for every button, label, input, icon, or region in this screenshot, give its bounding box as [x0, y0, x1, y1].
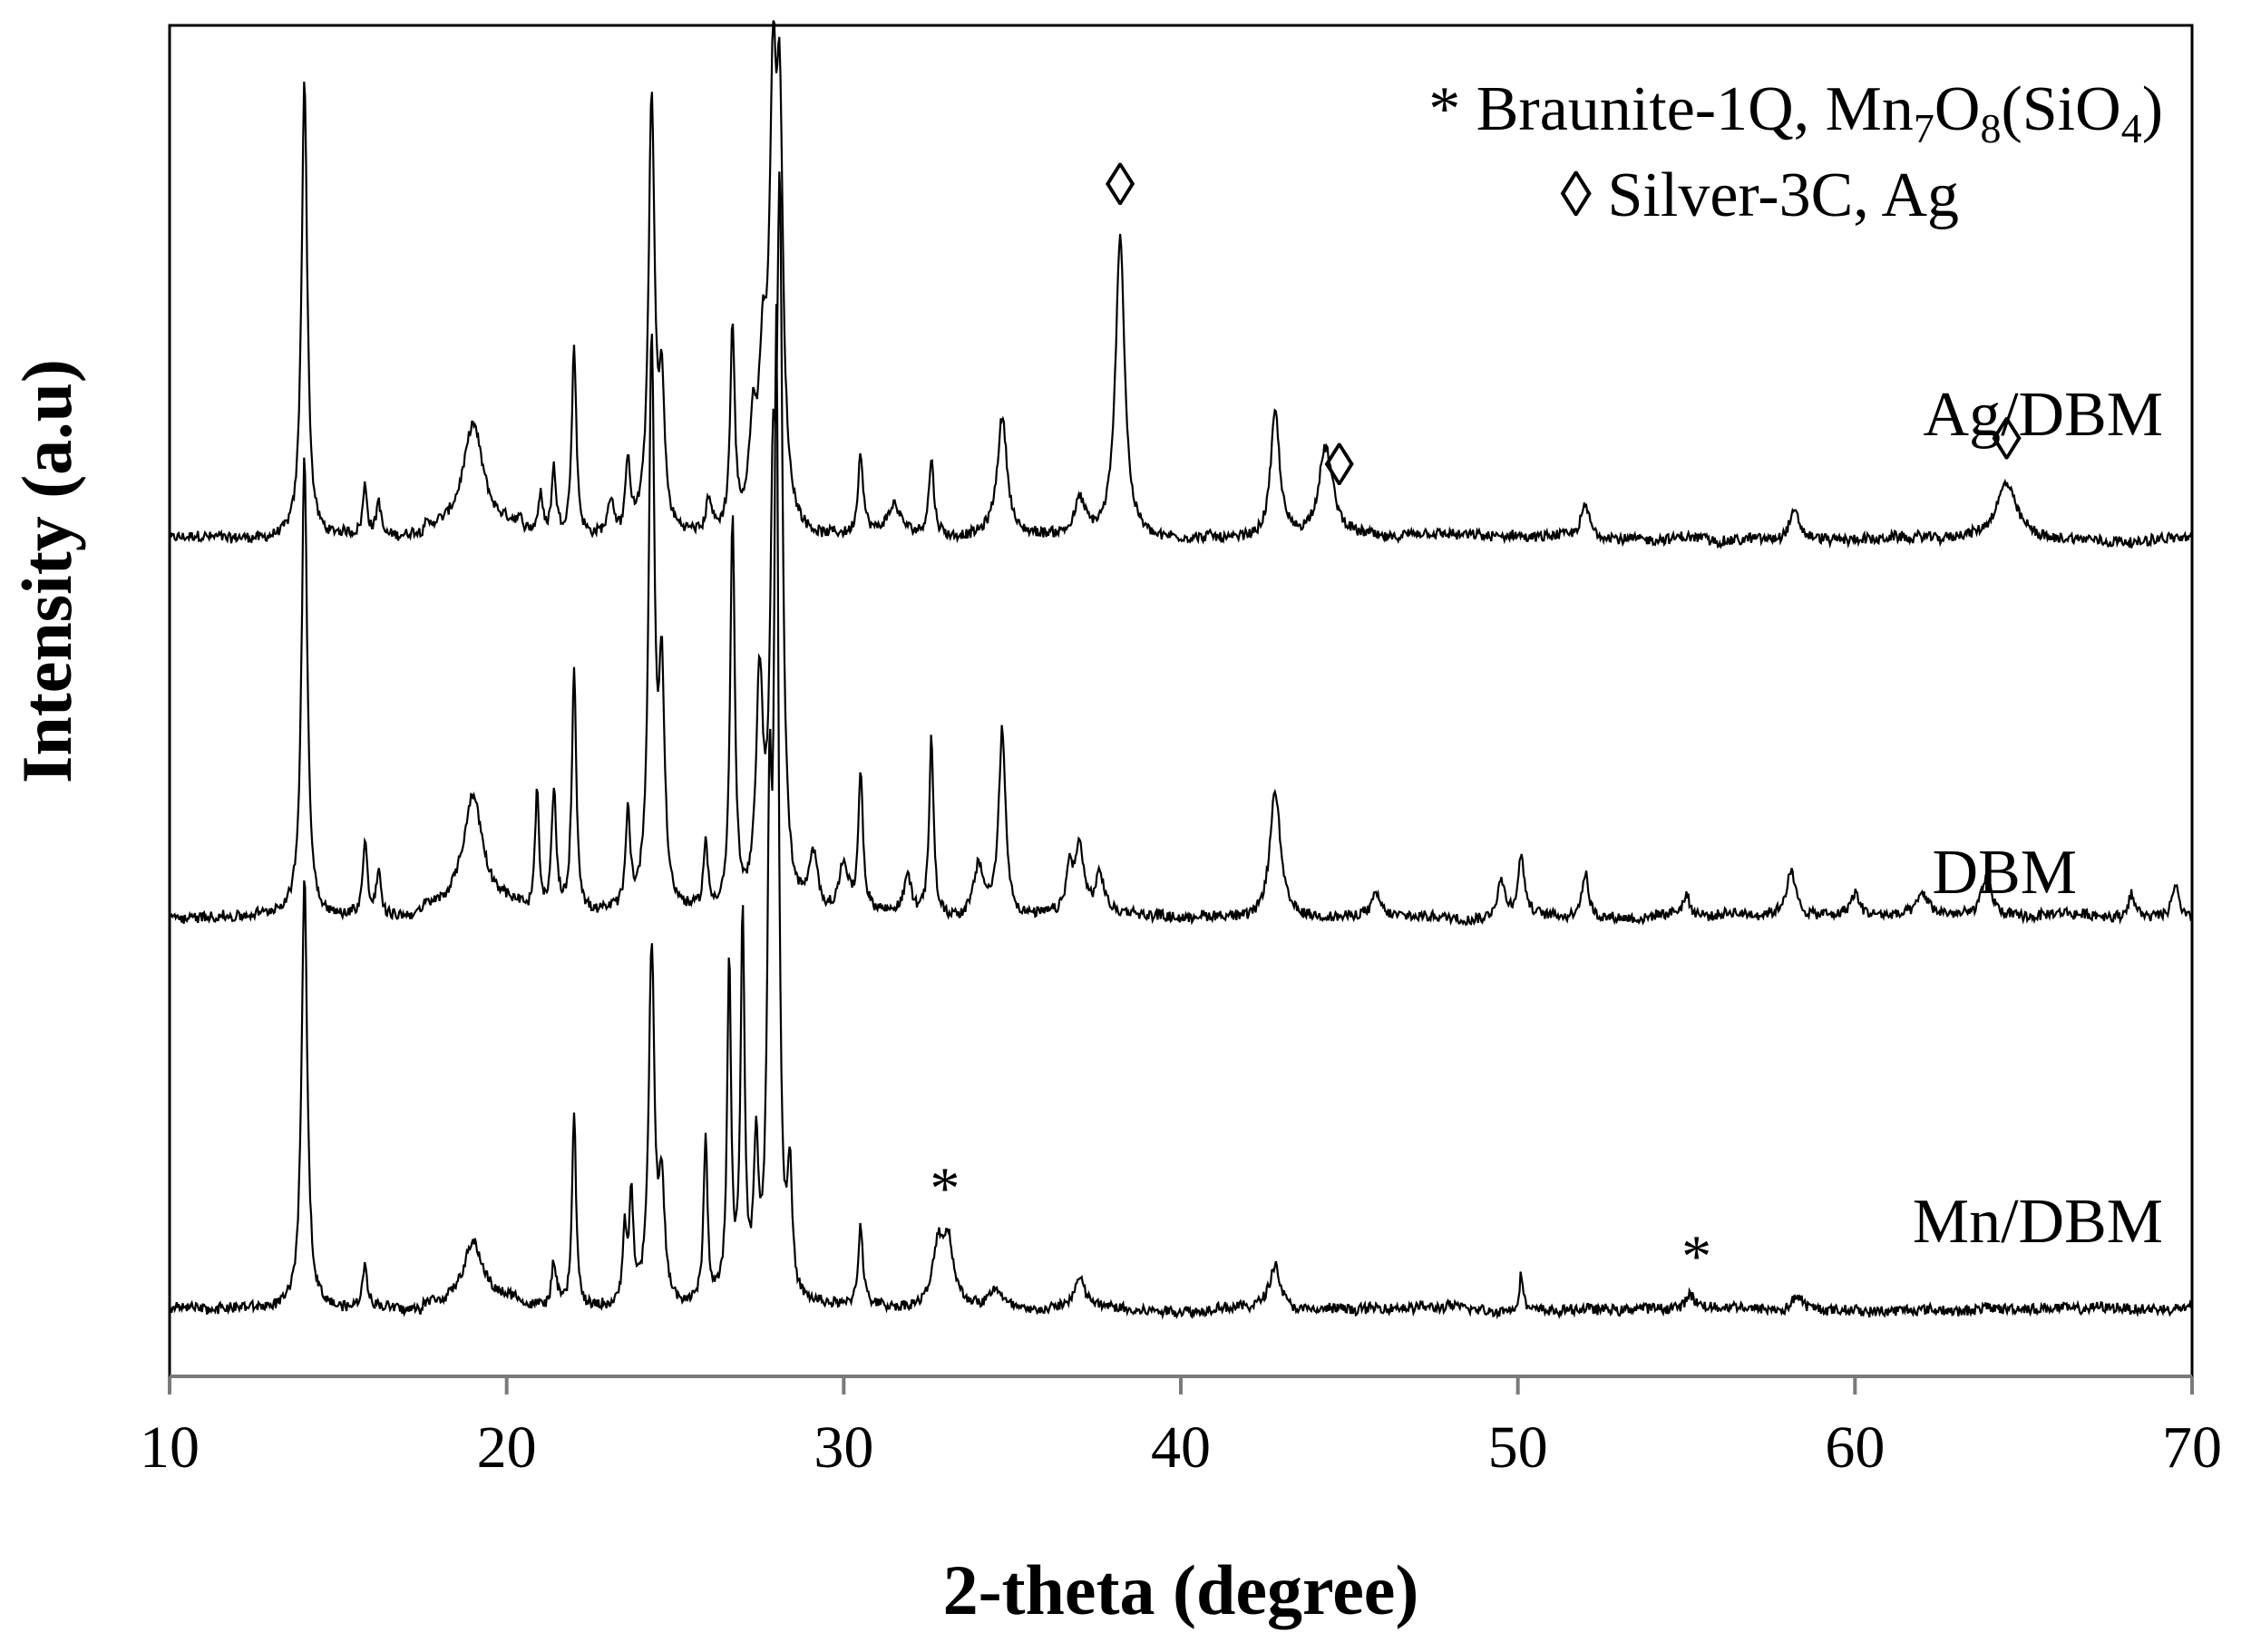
x-tick-label: 60: [1825, 1414, 1885, 1481]
series-label: Mn/DBM: [1913, 1187, 2163, 1257]
series-label: Ag/DBM: [1924, 380, 2163, 450]
x-axis-title: 2-theta (degree): [943, 1550, 1419, 1629]
silver-peak-marker: ◊: [1106, 152, 1135, 219]
x-tick-label: 30: [814, 1414, 873, 1481]
legend-text-part: * Braunite-1Q, Mn: [1428, 74, 1914, 144]
x-tick-label: 50: [1488, 1414, 1548, 1481]
series-labels: Ag/DBM DBM Mn/DBM: [1913, 380, 2163, 1257]
legend: * Braunite-1Q, Mn7O8(SiO4) ◊ Silver-3C, …: [1428, 74, 2163, 230]
braunite-peak-marker: *: [1681, 1223, 1711, 1289]
legend-subscript: 7: [1914, 105, 1934, 151]
legend-entry-braunite: * Braunite-1Q, Mn7O8(SiO4): [1428, 74, 2163, 151]
legend-text-part: O: [1934, 74, 1981, 144]
legend-subscript: 8: [1980, 105, 2001, 151]
series-line-dbm: [169, 171, 2194, 927]
series-label: DBM: [1933, 838, 2077, 908]
legend-text-part: ): [2142, 74, 2163, 144]
silver-peak-marker: ◊: [1324, 432, 1354, 499]
legend-subscript: 4: [2121, 105, 2142, 151]
x-tick-label: 20: [477, 1414, 537, 1481]
legend-entry-silver: ◊ Silver-3C, Ag: [1560, 160, 1959, 230]
series-line-mn-dbm: [169, 304, 2194, 1320]
marker-group: ◊ ◊ ◊ * *: [930, 152, 2022, 1289]
y-axis-title: Intensity (a.u): [7, 359, 86, 783]
series-group: [168, 20, 2194, 1320]
braunite-peak-marker: *: [930, 1156, 960, 1222]
x-tick-label: 40: [1151, 1414, 1211, 1481]
series-line-ag-dbm: [168, 20, 2193, 549]
silver-peak-marker: ◊: [1992, 407, 2022, 473]
legend-text-part: (SiO: [2001, 74, 2120, 144]
x-axis-ticks: 10 20 30 40 50 60 70: [140, 1376, 2222, 1481]
x-tick-label: 10: [140, 1414, 200, 1481]
x-tick-label: 70: [2162, 1414, 2222, 1481]
